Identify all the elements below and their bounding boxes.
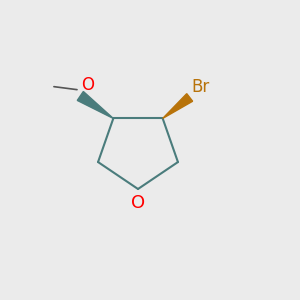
Text: Br: Br: [191, 78, 209, 96]
Text: O: O: [81, 76, 94, 94]
Polygon shape: [163, 94, 193, 118]
Text: O: O: [131, 194, 145, 211]
Polygon shape: [77, 92, 113, 118]
